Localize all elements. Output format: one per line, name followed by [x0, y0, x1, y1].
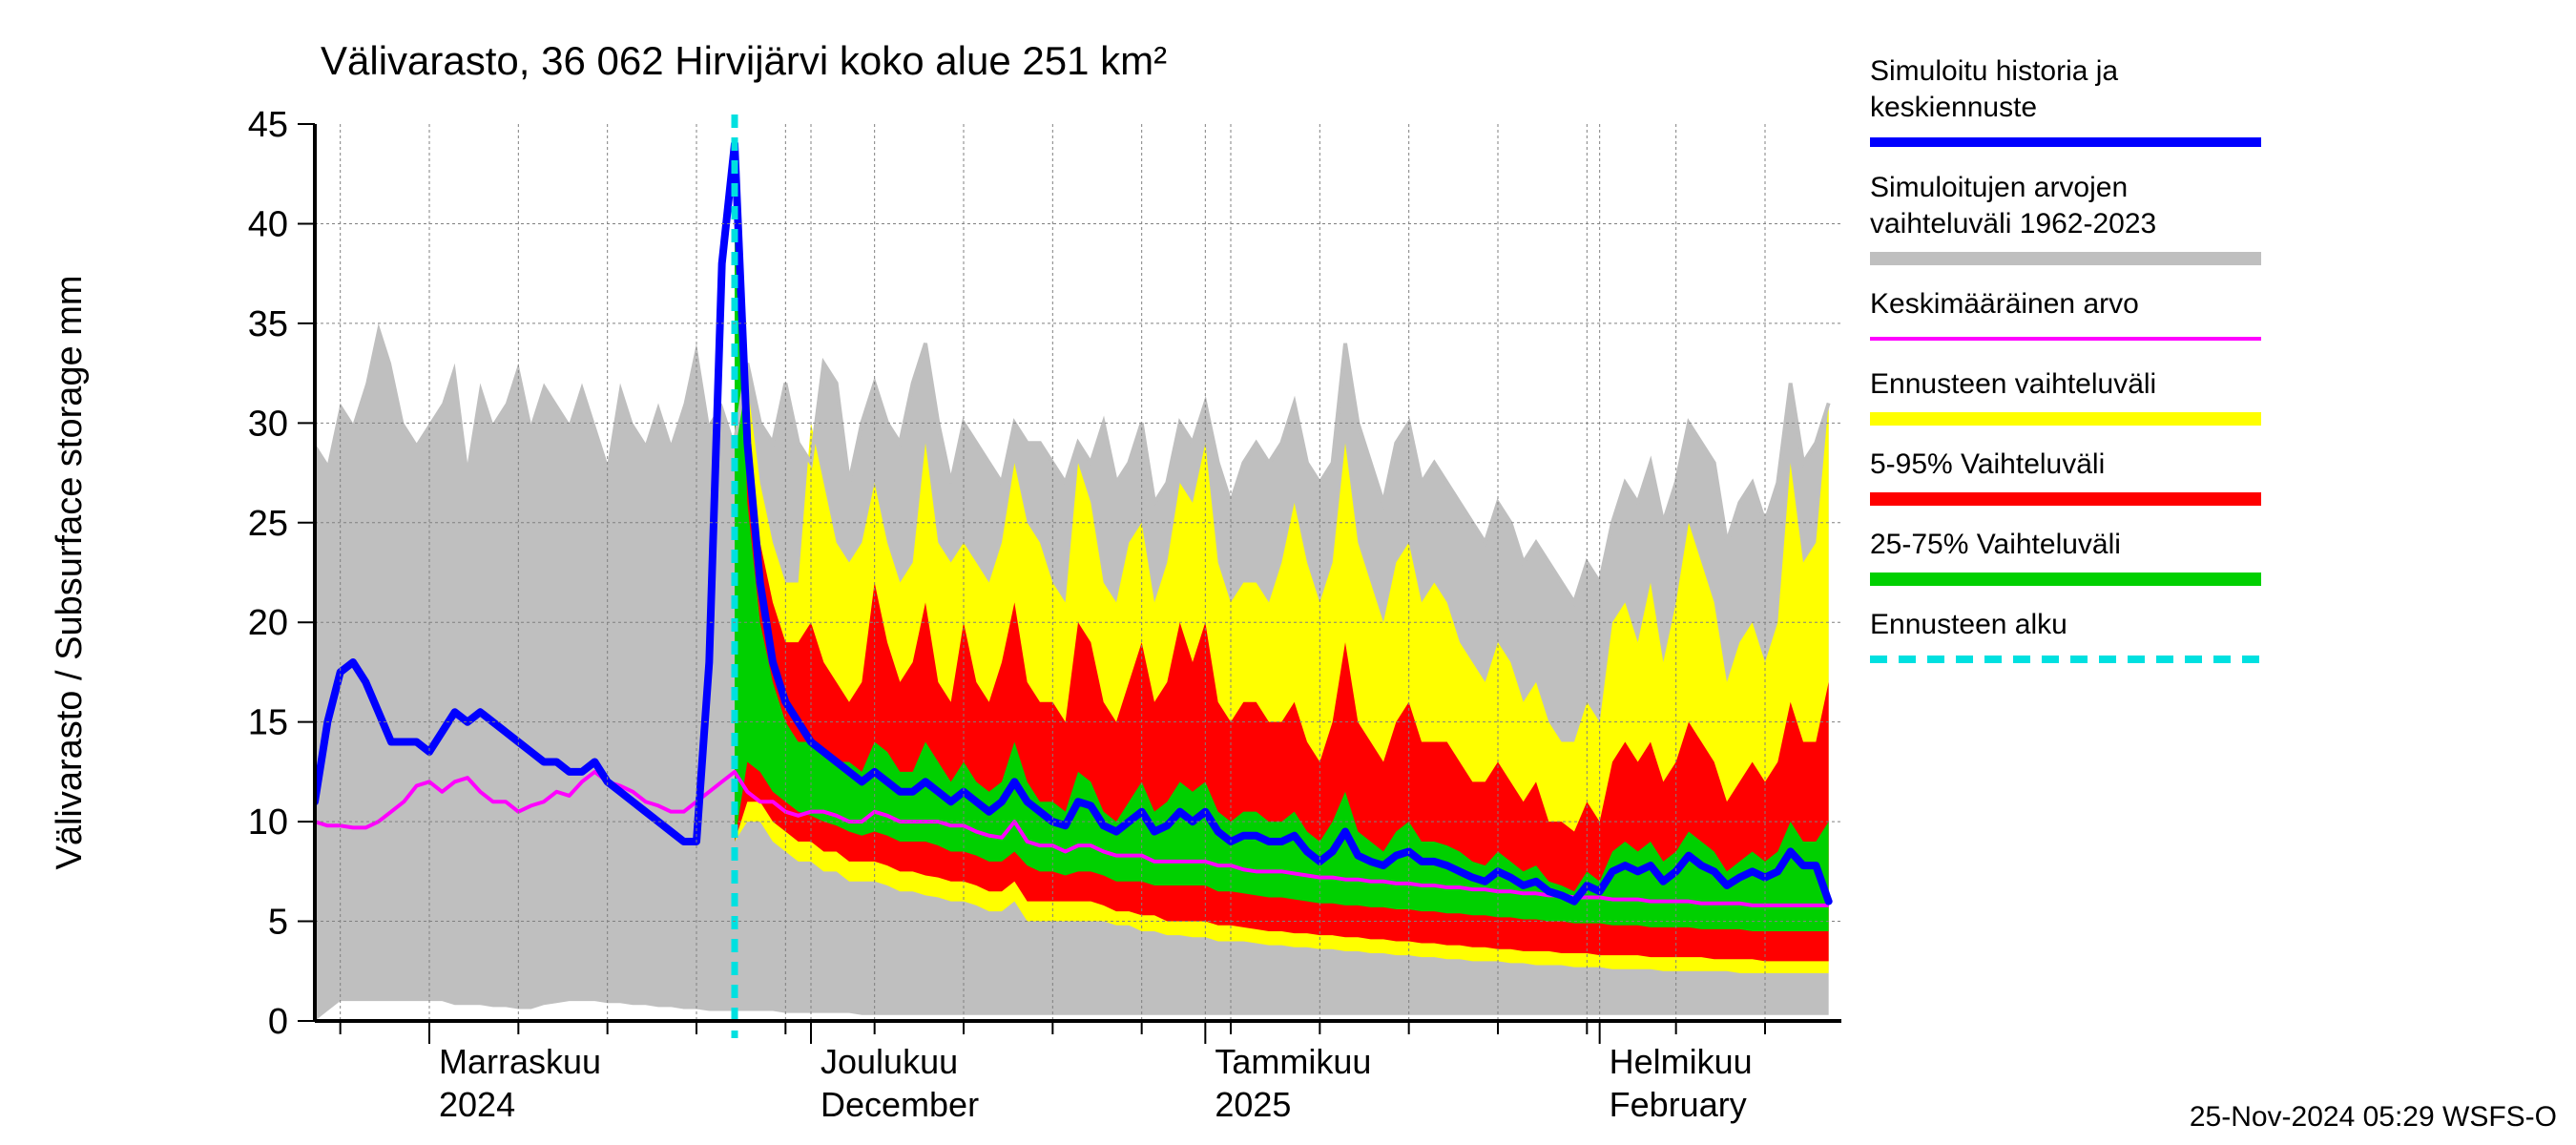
y-tick-label: 20	[248, 603, 288, 643]
legend-label: 25-75% Vaihteluväli	[1870, 529, 2121, 560]
legend-label: Simuloitujen arvojen	[1870, 172, 2128, 203]
y-tick-label: 15	[248, 703, 288, 743]
x-month-label2: February	[1610, 1085, 1747, 1124]
legend-label: Keskimääräinen arvo	[1870, 288, 2139, 320]
legend-label: vaihteluväli 1962-2023	[1870, 208, 2156, 239]
y-tick-label: 45	[248, 105, 288, 145]
legend-swatch	[1870, 252, 2261, 265]
x-month-label: Marraskuu	[439, 1042, 601, 1081]
legend-swatch	[1870, 137, 2261, 147]
legend-swatch	[1870, 412, 2261, 426]
chart-title: Välivarasto, 36 062 Hirvijärvi koko alue…	[321, 38, 1167, 83]
y-tick-label: 0	[268, 1002, 288, 1042]
x-month-label: Helmikuu	[1610, 1042, 1753, 1081]
legend-label: keskiennuste	[1870, 92, 2037, 123]
y-tick-label: 10	[248, 802, 288, 843]
footer-timestamp: 25-Nov-2024 05:29 WSFS-O	[2190, 1101, 2557, 1133]
x-month-label2: 2025	[1215, 1085, 1291, 1124]
y-tick-label: 35	[248, 304, 288, 344]
y-tick-label: 40	[248, 204, 288, 244]
legend-label: 5-95% Vaihteluväli	[1870, 448, 2105, 480]
legend-swatch	[1870, 337, 2261, 341]
y-axis-label: Välivarasto / Subsurface storage mm	[50, 275, 90, 869]
legend-swatch	[1870, 492, 2261, 506]
legend-swatch	[1870, 572, 2261, 586]
y-tick-label: 30	[248, 404, 288, 444]
legend-label: Ennusteen vaihteluväli	[1870, 368, 2156, 400]
legend-label: Ennusteen alku	[1870, 609, 2067, 640]
x-month-label2: 2024	[439, 1085, 515, 1124]
x-month-label: Joulukuu	[821, 1042, 958, 1081]
y-tick-label: 25	[248, 504, 288, 544]
y-tick-label: 5	[268, 903, 288, 943]
x-month-label: Tammikuu	[1215, 1042, 1371, 1081]
legend-label: Simuloitu historia ja	[1870, 55, 2118, 87]
forecast-chart: 051015202530354045Marraskuu2024JoulukuuD…	[0, 0, 2576, 1145]
chart-container: 051015202530354045Marraskuu2024JoulukuuD…	[0, 0, 2576, 1145]
x-month-label2: December	[821, 1085, 979, 1124]
